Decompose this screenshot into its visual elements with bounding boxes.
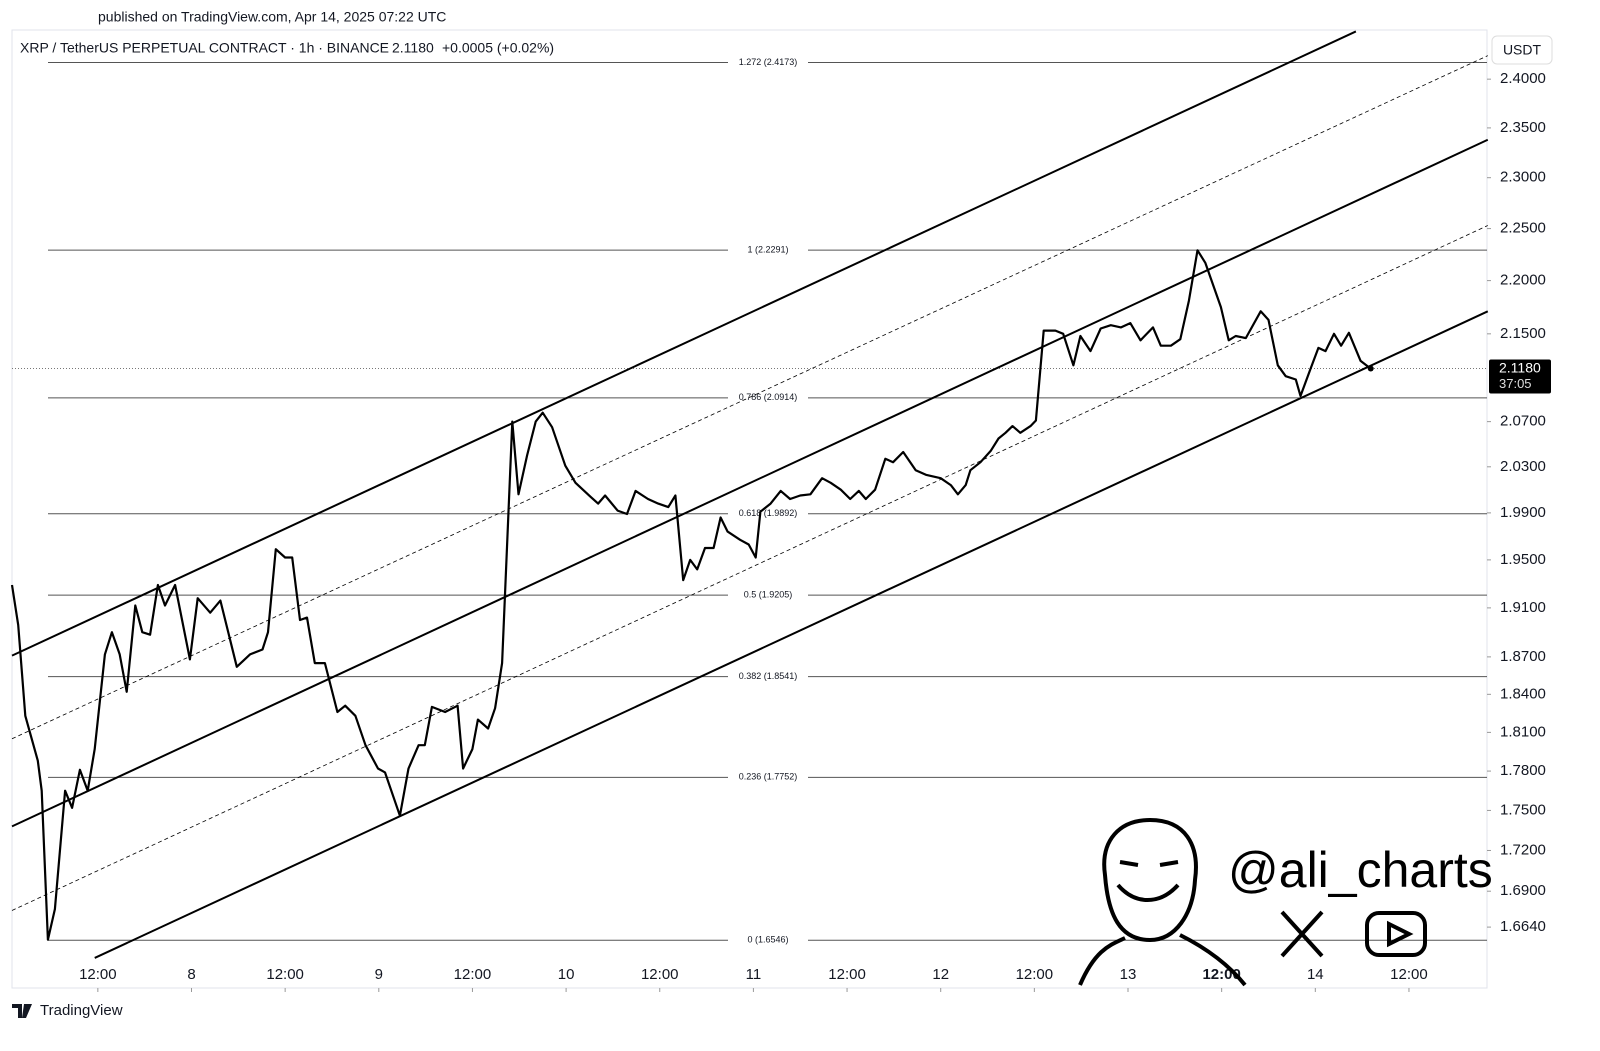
y-tick-label: 2.4000: [1500, 70, 1546, 87]
currency-box[interactable]: [1491, 35, 1553, 65]
y-tick-label: 1.7500: [1500, 801, 1546, 818]
avatar: [1078, 817, 1247, 987]
plot-frame: [11, 29, 1488, 989]
fib-label-bg: [728, 391, 808, 404]
fib-label-bg: [728, 589, 808, 602]
price-box: [1489, 359, 1551, 394]
x-tick-label: 12:00: [1016, 966, 1054, 983]
x-icon[interactable]: [1280, 910, 1324, 958]
fib-label: 0.236 (1.7752): [739, 772, 798, 782]
x-tick-label: 12:00: [641, 966, 679, 983]
fib-label-bg: [728, 771, 808, 784]
x-tick-label: 13: [1120, 966, 1137, 983]
fib-label: 1 (2.2291): [747, 245, 788, 255]
fib-label-bg: [728, 934, 808, 947]
y-tick-label: 2.3000: [1500, 169, 1546, 186]
x-tick-label: 12:00: [266, 966, 304, 983]
x-tick-label: 12: [932, 966, 949, 983]
fib-label-bg: [728, 670, 808, 683]
y-tick-label: 2.2000: [1500, 272, 1546, 289]
y-tick-label: 2.0700: [1500, 413, 1546, 430]
y-tick-label: 2.2500: [1500, 220, 1546, 237]
footer-brand: TradingView: [40, 1002, 123, 1019]
currency[interactable]: USDT: [1503, 42, 1542, 58]
x-tick-label: 11: [746, 966, 762, 983]
channel-line: [11, 30, 1357, 657]
fib-label-bg: [728, 56, 808, 69]
channel-line: [11, 55, 1488, 740]
y-tick-label: 2.1500: [1500, 325, 1546, 342]
fib-label: 1.272 (2.4173): [739, 57, 798, 67]
y-tick-label: 1.7200: [1500, 841, 1546, 858]
x-tick-label: 8: [187, 966, 195, 983]
price-change: +0.0005 (+0.02%): [442, 40, 554, 56]
fib-label-bg: [728, 507, 808, 520]
x-tick-label: 12:00: [1390, 966, 1428, 983]
fib-label: 0.382 (1.8541): [739, 671, 798, 681]
footer-logo: [12, 1004, 32, 1018]
watermark-handle: @ali_charts: [1228, 842, 1493, 898]
symbol: XRP / TetherUS PERPETUAL CONTRACT · 1h ·…: [20, 40, 389, 56]
price-box-label: 2.1180: [1499, 359, 1541, 375]
last-point: [1367, 365, 1374, 372]
y-tick-label: 1.8700: [1500, 648, 1546, 665]
last-price: 2.1180: [392, 40, 434, 56]
x-tick-label: 9: [375, 966, 383, 983]
y-tick-label: 1.7800: [1500, 762, 1546, 779]
price-line-series: [10, 249, 1372, 941]
y-tick-label: 2.3500: [1500, 119, 1546, 136]
y-tick-label: 1.8400: [1500, 685, 1546, 702]
y-tick-label: 1.9100: [1500, 599, 1546, 616]
fib-label: 0 (1.6546): [747, 935, 788, 945]
fib-label: 0.786 (2.0914): [739, 392, 798, 402]
y-tick-label: 1.8100: [1500, 723, 1546, 740]
fib-label: 0.618 (1.9892): [739, 508, 798, 518]
fib-label: 0.5 (1.9205): [744, 590, 793, 600]
x-tick-label: 14: [1307, 966, 1324, 983]
x-tick-label: 12:00: [79, 966, 117, 983]
y-tick-label: 1.9900: [1500, 504, 1546, 521]
published-note: published on TradingView.com, Apr 14, 20…: [98, 9, 446, 25]
channel-line: [11, 225, 1488, 911]
x-tick-label: 10: [558, 966, 575, 983]
channel-line: [11, 138, 1489, 828]
plot: 2.4000 2.3500 2.3000 2.2500 2.2000 2.1500 2.07…: [10, 30, 1546, 992]
y-tick-label: 1.6900: [1500, 882, 1546, 899]
x-tick-label: 12:00: [828, 966, 866, 983]
x-tick-label: 12:00: [454, 966, 492, 983]
y-tick-label: 2.0300: [1500, 458, 1546, 475]
youtube-icon[interactable]: [1365, 911, 1427, 957]
y-tick-label: 1.6640: [1500, 918, 1546, 935]
y-tick-label: 1.9500: [1500, 551, 1546, 568]
fib-label-bg: [728, 244, 808, 257]
channel-line: [94, 310, 1489, 959]
price-countdown: 37:05: [1499, 376, 1532, 391]
